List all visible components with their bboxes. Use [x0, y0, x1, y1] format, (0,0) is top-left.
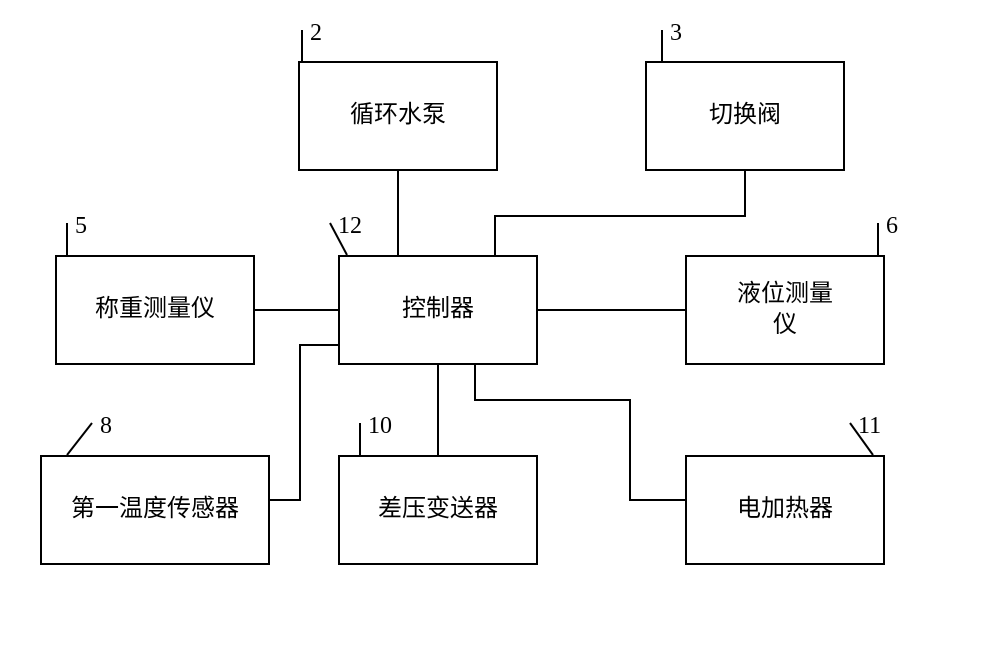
node-label: 差压变送器 [378, 494, 498, 525]
node-number-n8: 8 [100, 413, 112, 440]
node-n6: 液位测量 仪 [685, 255, 885, 365]
node-number-n5: 5 [75, 213, 87, 240]
node-label: 切换阀 [709, 100, 781, 131]
node-number-n12: 12 [338, 213, 362, 240]
edge-4 [270, 345, 338, 500]
node-number-n3: 3 [670, 20, 682, 47]
node-n3: 切换阀 [645, 61, 845, 171]
node-n2: 循环水泵 [298, 61, 498, 171]
node-label: 控制器 [402, 294, 474, 325]
node-n11: 电加热器 [685, 455, 885, 565]
node-number-n11: 11 [858, 413, 881, 440]
node-label: 液位测量 仪 [737, 279, 833, 341]
leader-line-5 [67, 423, 92, 455]
edge-1 [495, 171, 745, 255]
node-n5: 称重测量仪 [55, 255, 255, 365]
node-number-n10: 10 [368, 413, 392, 440]
node-label: 称重测量仪 [95, 294, 215, 325]
diagram-canvas: 循环水泵 切换阀称重测量仪 控制器 液位测量 仪第一温度传感器 差压变送器 电加热器 2 3 5… [0, 0, 1000, 645]
node-n10: 差压变送器 [338, 455, 538, 565]
node-number-n2: 2 [310, 20, 322, 47]
node-label: 循环水泵 [350, 100, 446, 131]
node-n12: 控制器 [338, 255, 538, 365]
node-number-n6: 6 [886, 213, 898, 240]
node-label: 电加热器 [737, 494, 833, 525]
node-n8: 第一温度传感器 [40, 455, 270, 565]
node-label: 第一温度传感器 [71, 494, 239, 525]
